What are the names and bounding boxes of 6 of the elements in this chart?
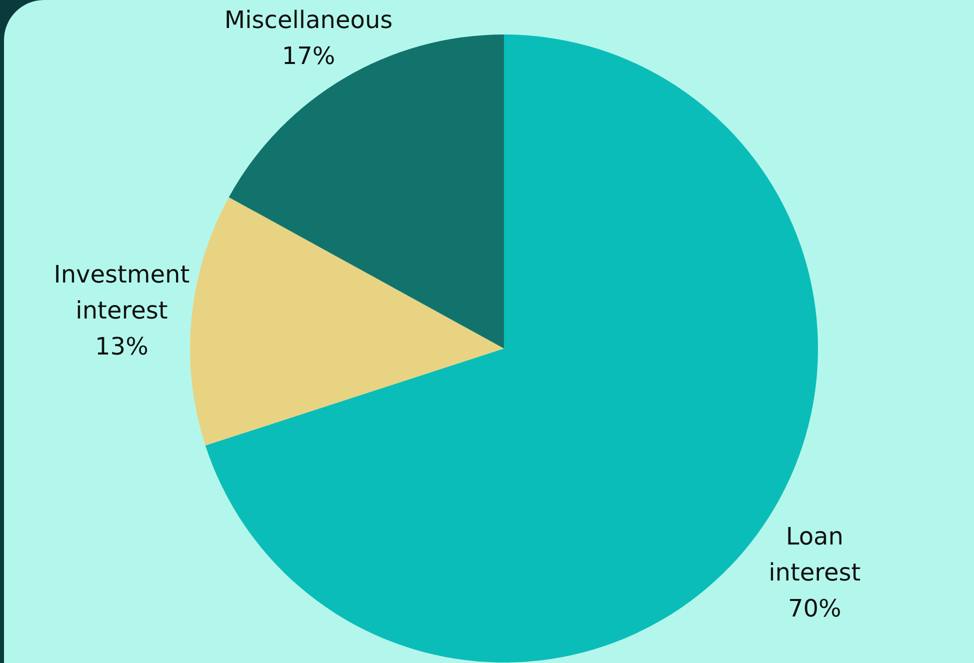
data-label: 17% [282,42,336,70]
data-label: 13% [95,332,148,361]
slice-label: Miscellaneous [224,6,393,34]
slice-label: Loan interest [768,522,861,586]
data-label: 70% [788,594,842,622]
slice-label: Investment interest [54,260,190,325]
